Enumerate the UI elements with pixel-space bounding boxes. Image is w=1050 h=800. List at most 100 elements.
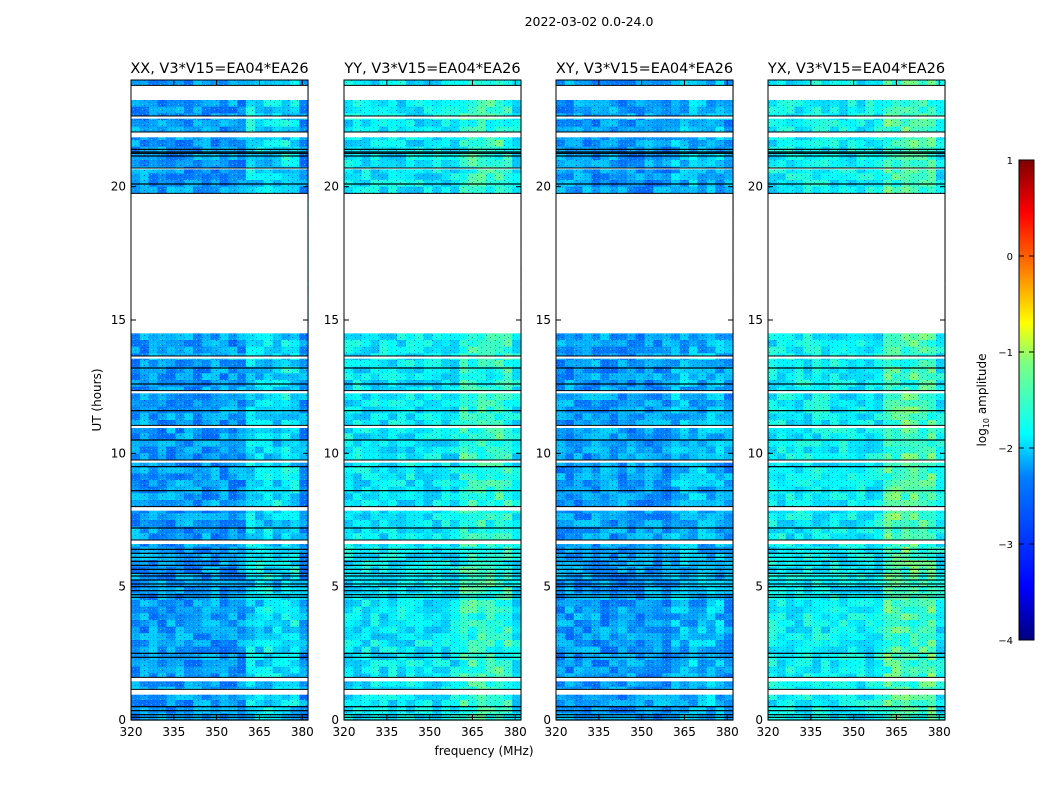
flagged-line xyxy=(344,183,521,185)
x-tick-label: 335 xyxy=(162,725,185,739)
flagged-line xyxy=(131,564,308,566)
y-tick-label: 5 xyxy=(331,580,339,594)
flagged-line xyxy=(131,583,308,585)
panel-title: YY, V3*V15=EA04*EA26 xyxy=(343,61,520,77)
flagged-line xyxy=(344,579,521,581)
flagged-line xyxy=(131,706,308,708)
flagged-line xyxy=(344,564,521,566)
data-gap xyxy=(344,356,521,359)
panel-title: XX, V3*V15=EA04*EA26 xyxy=(130,61,308,77)
data-gap xyxy=(131,689,308,695)
y-tick-label: 20 xyxy=(324,180,339,194)
data-gap xyxy=(131,425,308,428)
flagged-line xyxy=(131,367,308,369)
flagged-line xyxy=(344,590,521,592)
flagged-line xyxy=(131,586,308,588)
flagged-line xyxy=(344,527,521,529)
x-tick-label: 350 xyxy=(205,725,228,739)
flagged-line xyxy=(131,575,308,577)
flagged-line xyxy=(344,367,521,369)
flagged-line xyxy=(344,383,521,385)
data-gap xyxy=(131,193,308,334)
flagged-line xyxy=(131,596,308,598)
flagged-line xyxy=(131,594,308,596)
x-tick-label: 365 xyxy=(461,725,484,739)
flagged-line xyxy=(131,548,308,550)
flagged-line xyxy=(131,466,308,468)
flagged-line xyxy=(131,151,308,153)
panel-frame xyxy=(130,79,309,721)
data-gap xyxy=(344,193,521,334)
flagged-line xyxy=(131,155,308,157)
flagged-line xyxy=(344,710,521,712)
flagged-line xyxy=(131,527,308,529)
x-tick-label: 350 xyxy=(418,725,441,739)
flagged-line xyxy=(344,556,521,558)
flagged-line xyxy=(344,490,521,492)
flagged-line xyxy=(131,579,308,581)
data-gap xyxy=(344,689,521,695)
data-gap xyxy=(344,506,521,511)
flagged-line xyxy=(131,560,308,562)
data-gap xyxy=(344,132,521,138)
flagged-line xyxy=(344,596,521,598)
data-gap xyxy=(131,132,308,138)
flagged-line xyxy=(344,575,521,577)
y-tick-label: 0 xyxy=(118,713,126,727)
data-gap xyxy=(131,506,308,511)
flagged-line xyxy=(344,155,521,157)
figure-suptitle: 2022-03-02 0.0-24.0 xyxy=(525,14,654,29)
x-tick-label: 320 xyxy=(333,725,356,739)
flagged-line xyxy=(344,706,521,708)
flagged-line xyxy=(131,568,308,570)
data-gap xyxy=(344,425,521,428)
flagged-line xyxy=(131,556,308,558)
flagged-line xyxy=(344,714,521,716)
flagged-line xyxy=(131,714,308,716)
flagged-line xyxy=(344,151,521,153)
data-gap xyxy=(344,168,521,170)
y-tick-label: 20 xyxy=(111,180,126,194)
data-gap xyxy=(344,390,521,394)
flagged-line xyxy=(131,652,308,654)
data-gap xyxy=(131,460,308,463)
data-gap xyxy=(131,168,308,170)
flagged-line xyxy=(344,410,521,412)
y-tick-label: 15 xyxy=(111,313,126,327)
flagged-line xyxy=(131,383,308,385)
data-gap xyxy=(344,116,521,119)
flagged-line xyxy=(131,490,308,492)
x-tick-label: 365 xyxy=(248,725,271,739)
data-gap xyxy=(344,460,521,463)
flagged-line xyxy=(131,148,308,150)
flagged-line xyxy=(131,410,308,412)
flagged-line xyxy=(344,594,521,596)
flagged-line xyxy=(131,552,308,554)
data-gap xyxy=(131,390,308,394)
flagged-line xyxy=(131,183,308,185)
flagged-line xyxy=(131,716,308,718)
y-tick-label: 5 xyxy=(118,580,126,594)
data-gap xyxy=(131,116,308,119)
data-gap xyxy=(344,540,521,544)
flagged-line xyxy=(344,548,521,550)
flagged-line xyxy=(131,439,308,441)
flagged-line xyxy=(344,439,521,441)
x-tick-label: 380 xyxy=(504,725,527,739)
data-gap xyxy=(344,677,521,682)
y-tick-label: 15 xyxy=(324,313,339,327)
x-tick-label: 320 xyxy=(120,725,143,739)
data-gap xyxy=(131,677,308,682)
x-tick-label: 380 xyxy=(291,725,314,739)
flagged-line xyxy=(344,466,521,468)
flagged-line xyxy=(131,152,308,154)
noise-texture xyxy=(344,80,521,720)
data-gap xyxy=(131,356,308,359)
flagged-line xyxy=(344,716,521,718)
data-gap xyxy=(344,85,521,100)
